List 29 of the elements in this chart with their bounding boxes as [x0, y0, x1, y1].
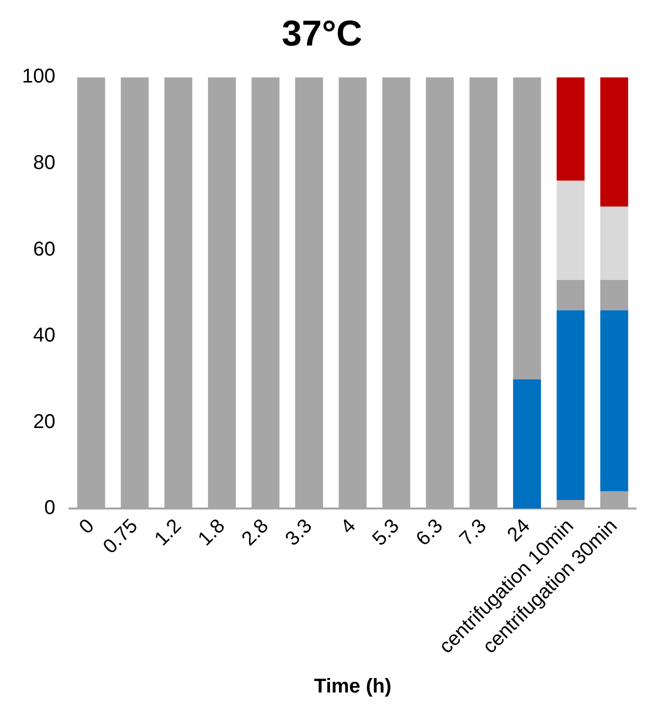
x-tick-label: 24: [503, 515, 534, 546]
x-tick-label: 0: [75, 515, 99, 538]
chart-title: 37°C: [282, 12, 362, 54]
y-tick-label: 20: [33, 410, 56, 433]
bar: [513, 77, 541, 380]
x-tick-label: 5.3: [368, 515, 404, 550]
x-tick-label: 7.3: [456, 515, 491, 550]
bar: [556, 180, 585, 280]
bar: [556, 310, 585, 500]
y-tick-label: 80: [33, 152, 56, 174]
bar: [600, 310, 628, 492]
x-tick-label: 2.8: [238, 515, 273, 550]
y-tick-label: 100: [22, 66, 56, 88]
x-tick-label: 1.8: [194, 515, 230, 550]
bar: [556, 280, 585, 310]
bar: [600, 206, 628, 280]
y-tick-label: 40: [33, 324, 56, 347]
bar: [600, 77, 628, 207]
x-tick-label: 3.3: [281, 515, 317, 550]
y-tick-label: 60: [33, 238, 56, 260]
x-tick-label: 1.2: [150, 515, 186, 550]
bar: [600, 280, 628, 310]
y-tick-label: 0: [44, 497, 56, 520]
x-tick-label: 6.3: [412, 515, 448, 550]
x-axis-title: Time (h): [314, 676, 392, 698]
x-tick-label: 4: [336, 515, 360, 538]
x-tick-label: 0.75: [99, 515, 142, 558]
bar: [513, 379, 541, 509]
bar: [556, 77, 585, 181]
